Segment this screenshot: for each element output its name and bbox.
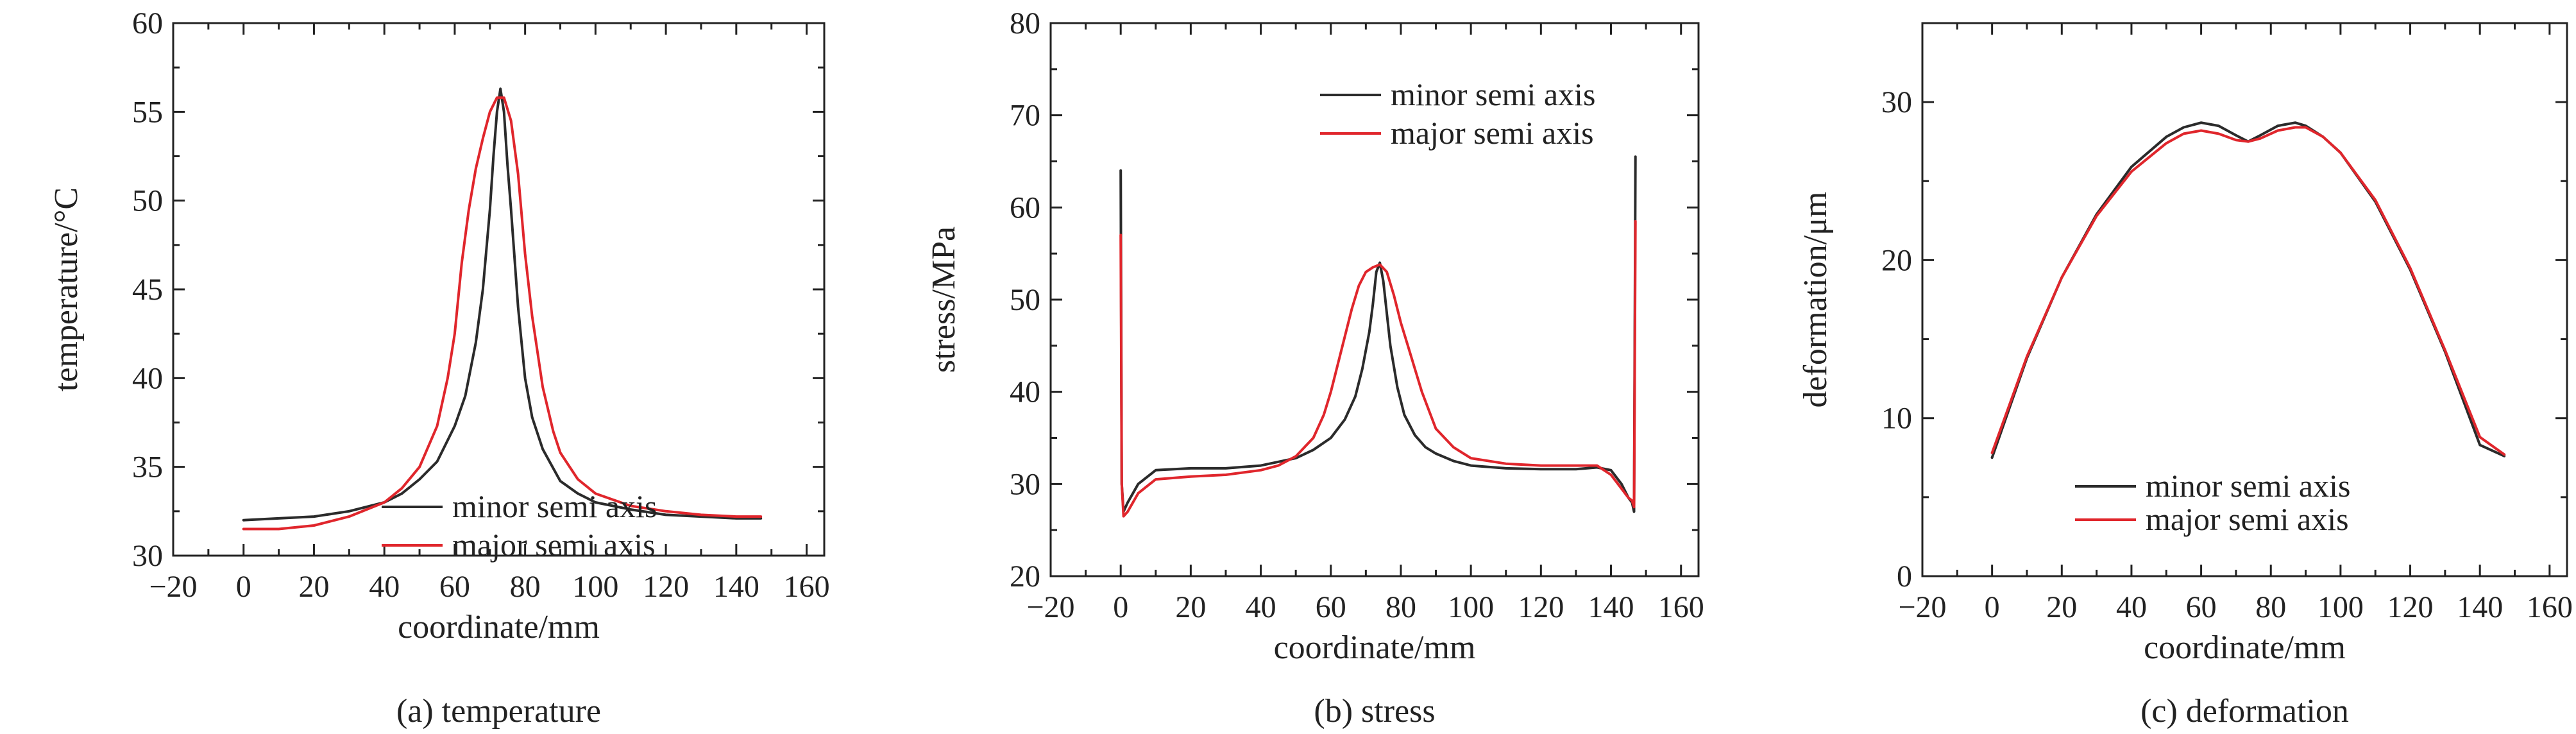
- x-tick-label: −20: [1026, 590, 1074, 624]
- x-tick-label: 140: [713, 570, 759, 604]
- legend-label-minor-semi-axis: minor semi axis: [452, 488, 657, 524]
- series-line-minor-semi-axis: [242, 87, 763, 522]
- x-tick-label: 140: [2457, 590, 2503, 624]
- y-tick-label: 0: [1897, 559, 1912, 593]
- x-tick-label: 20: [2046, 590, 2077, 624]
- x-tick-label: 0: [236, 570, 251, 604]
- y-tick-label: 20: [1881, 243, 1912, 277]
- x-tick-label: 120: [2387, 590, 2434, 624]
- x-tick-label: 40: [369, 570, 400, 604]
- y-axis-label: stress/MPa: [926, 226, 962, 373]
- series-line-minor-semi-axis: [1990, 121, 2506, 459]
- x-axis-label: coordinate/mm: [1274, 629, 1476, 666]
- x-tick-label: 60: [2186, 590, 2217, 624]
- x-axis-label: coordinate/mm: [398, 609, 600, 645]
- y-tick-label: 35: [132, 450, 163, 484]
- y-tick-label: 60: [1010, 191, 1040, 225]
- x-tick-label: 80: [510, 570, 541, 604]
- y-tick-label: 50: [132, 184, 163, 218]
- x-axis-label: coordinate/mm: [2144, 629, 2346, 666]
- panel-3: −20 0 20 40 60 80 100 120 140 1600102030coordinat…: [1797, 22, 2573, 730]
- y-tick-label: 20: [1010, 559, 1040, 593]
- x-tick-label: 100: [1448, 590, 1494, 624]
- x-tick-label: 160: [1658, 590, 1704, 624]
- y-tick-label: 50: [1010, 283, 1040, 317]
- x-tick-label: 60: [439, 570, 470, 604]
- panel-1: −20 0 20 40 60 80 100 120 140 160 30 35 40 45 50 55 60 co…: [48, 6, 830, 730]
- y-tick-label: 10: [1881, 402, 1912, 436]
- y-tick-label: 30: [1010, 467, 1040, 501]
- x-tick-label: 20: [298, 570, 329, 604]
- panel-caption: (a) temperature: [396, 693, 601, 730]
- x-tick-label: 60: [1316, 590, 1346, 624]
- x-tick-label: 100: [572, 570, 618, 604]
- panel-caption: (b) stress: [1314, 693, 1435, 730]
- plot-frame: [1921, 22, 2568, 577]
- y-tick-label: 40: [132, 361, 163, 395]
- y-tick-label: 40: [1010, 375, 1040, 409]
- y-axis-label: temperature/°C: [48, 187, 85, 391]
- x-tick-label: 80: [2255, 590, 2286, 624]
- x-tick-label: 20: [1175, 590, 1206, 624]
- x-tick-label: 120: [643, 570, 689, 604]
- x-tick-label: 160: [2527, 590, 2573, 624]
- x-tick-label: 0: [1113, 590, 1128, 624]
- x-tick-label: 140: [1588, 590, 1634, 624]
- legend-label-major-semi-axis: major semi axis: [2146, 501, 2349, 537]
- legend-label-major-semi-axis: major semi axis: [452, 527, 656, 563]
- x-tick-label: −20: [149, 570, 197, 604]
- y-tick-label: 70: [1010, 99, 1040, 133]
- panel-2: −20 0 20 40 60 80 100 120 140 160 20 30 40 50 60 70 80 co…: [926, 6, 1704, 730]
- x-tick-label: 120: [1518, 590, 1564, 624]
- series-line-major-semi-axis: [242, 96, 763, 531]
- panel-caption: (c) deformation: [2140, 693, 2349, 730]
- y-tick-label: 60: [132, 6, 163, 40]
- legend-label-minor-semi-axis: minor semi axis: [1391, 76, 1595, 112]
- x-tick-label: 0: [1985, 590, 2000, 624]
- y-tick-label: 30: [1881, 85, 1912, 119]
- y-axis-label: deformation/μm: [1797, 192, 1834, 408]
- x-tick-label: 40: [1246, 590, 1276, 624]
- x-tick-label: 100: [2318, 590, 2364, 624]
- x-tick-label: −20: [1898, 590, 1946, 624]
- series-line-major-semi-axis: [1119, 219, 1637, 518]
- y-tick-label: 45: [132, 273, 163, 307]
- x-tick-label: 160: [784, 570, 830, 604]
- legend-label-minor-semi-axis: minor semi axis: [2146, 468, 2350, 504]
- x-tick-label: 40: [2116, 590, 2147, 624]
- series-line-minor-semi-axis: [1119, 155, 1637, 513]
- y-tick-label: 30: [132, 539, 163, 573]
- x-tick-label: 80: [1385, 590, 1416, 624]
- y-tick-label: 55: [132, 95, 163, 129]
- legend-label-major-semi-axis: major semi axis: [1391, 115, 1594, 151]
- series-line-major-semi-axis: [1990, 126, 2506, 456]
- y-tick-label: 80: [1010, 6, 1040, 40]
